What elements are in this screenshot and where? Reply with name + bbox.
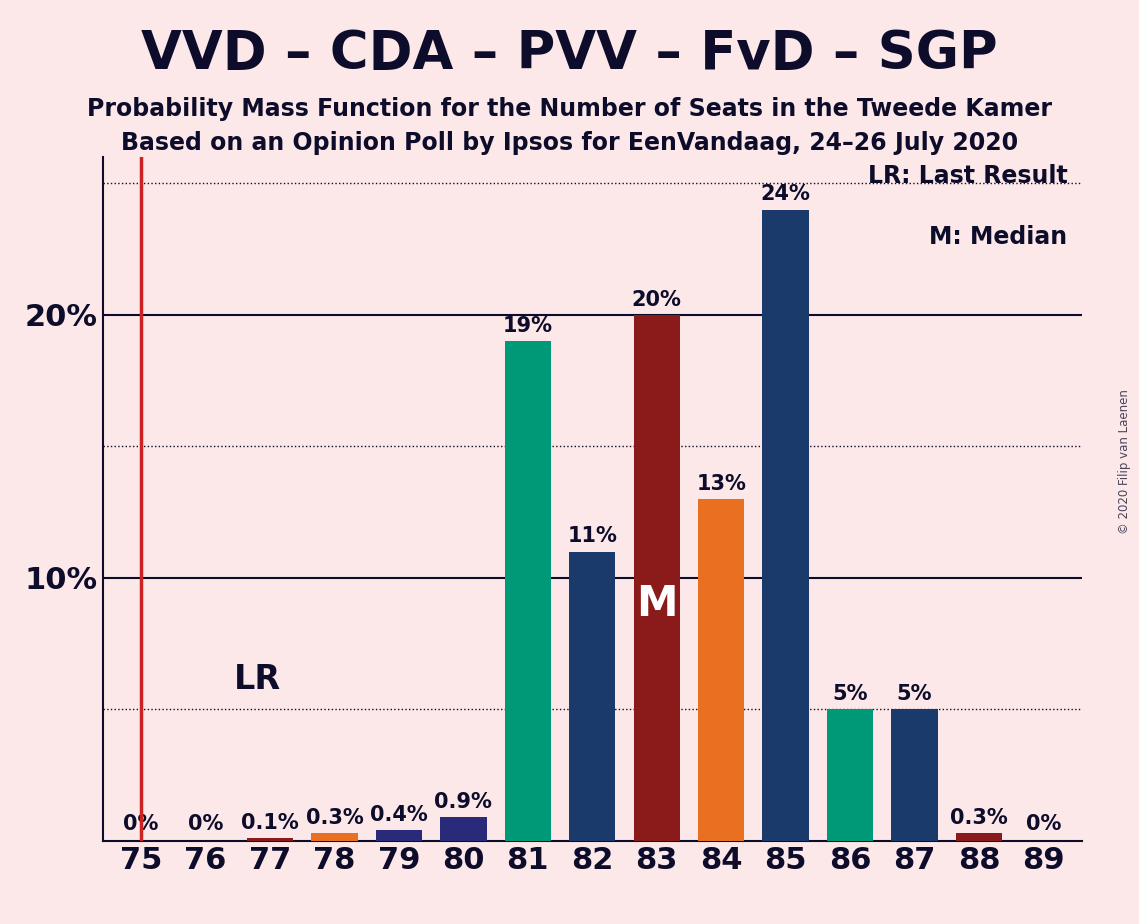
Text: © 2020 Filip van Laenen: © 2020 Filip van Laenen xyxy=(1118,390,1131,534)
Text: 5%: 5% xyxy=(833,684,868,704)
Bar xyxy=(247,838,293,841)
Bar xyxy=(505,341,551,841)
Text: VVD – CDA – PVV – FvD – SGP: VVD – CDA – PVV – FvD – SGP xyxy=(141,28,998,79)
Bar xyxy=(827,710,874,841)
Text: 0.1%: 0.1% xyxy=(241,813,298,833)
Bar xyxy=(311,833,358,841)
Text: 0.3%: 0.3% xyxy=(305,808,363,828)
Text: 19%: 19% xyxy=(502,316,552,336)
Text: 24%: 24% xyxy=(761,185,811,204)
Bar xyxy=(698,499,745,841)
Bar xyxy=(376,831,423,841)
Bar xyxy=(762,210,809,841)
Bar xyxy=(892,710,937,841)
Text: 0%: 0% xyxy=(123,814,158,834)
Text: 0%: 0% xyxy=(188,814,223,834)
Text: 5%: 5% xyxy=(896,684,932,704)
Bar xyxy=(570,552,615,841)
Text: 20%: 20% xyxy=(632,289,681,310)
Text: 0%: 0% xyxy=(1026,814,1062,834)
Text: LR: LR xyxy=(233,663,280,696)
Text: M: Median: M: Median xyxy=(929,225,1067,249)
Text: M: M xyxy=(636,583,678,626)
Text: 0.3%: 0.3% xyxy=(950,808,1008,828)
Text: 0.4%: 0.4% xyxy=(370,805,428,825)
Bar xyxy=(440,817,486,841)
Text: Probability Mass Function for the Number of Seats in the Tweede Kamer: Probability Mass Function for the Number… xyxy=(87,97,1052,121)
Text: 11%: 11% xyxy=(567,527,617,546)
Text: Based on an Opinion Poll by Ipsos for EenVandaag, 24–26 July 2020: Based on an Opinion Poll by Ipsos for Ee… xyxy=(121,131,1018,155)
Text: 0.9%: 0.9% xyxy=(434,792,492,812)
Text: 13%: 13% xyxy=(696,474,746,493)
Bar xyxy=(633,315,680,841)
Bar xyxy=(956,833,1002,841)
Text: LR: Last Result: LR: Last Result xyxy=(868,164,1067,188)
